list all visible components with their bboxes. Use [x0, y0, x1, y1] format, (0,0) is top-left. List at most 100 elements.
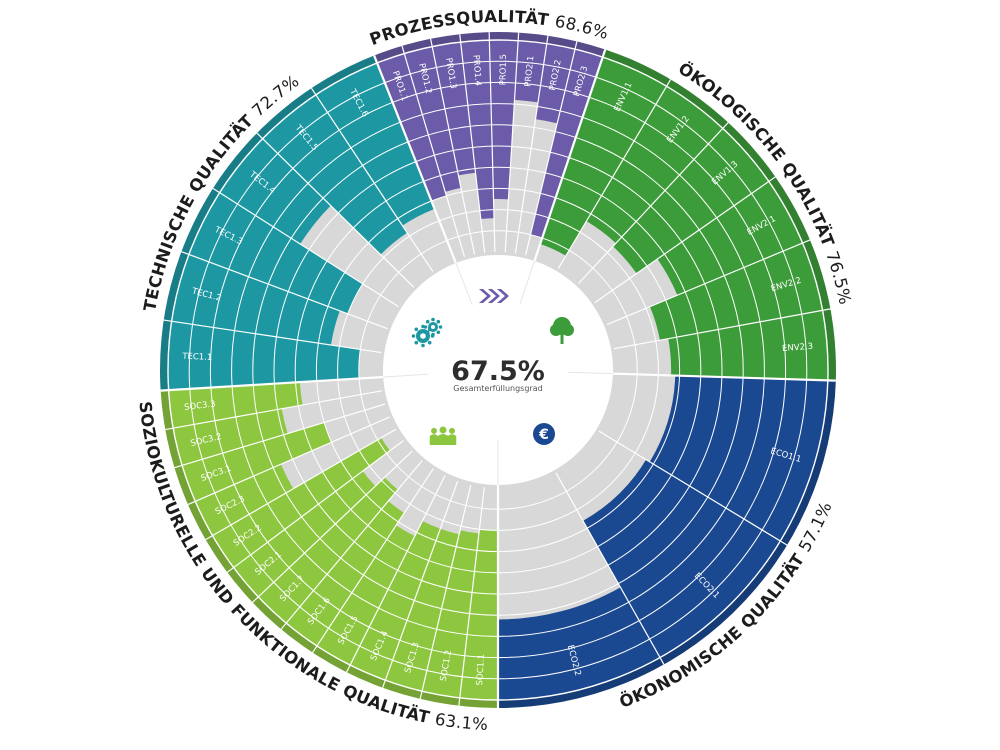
bar-pro1-1	[377, 53, 447, 202]
sector-boundary	[612, 372, 836, 382]
bar-eco1-1	[649, 375, 828, 541]
level-ring	[188, 60, 808, 680]
criterion-divider	[613, 308, 831, 350]
criterion-label: PRO2.1	[523, 55, 536, 87]
sector-boundary	[373, 55, 457, 264]
bar-soc1-3	[385, 528, 460, 692]
criterion-divider	[555, 472, 665, 665]
total-label: Gesamterfüllungsgrad	[453, 384, 542, 393]
bar-soc3-1	[182, 422, 332, 502]
level-ring	[209, 81, 787, 659]
gears-icon	[411, 317, 443, 348]
criterion-divider	[524, 41, 578, 256]
bar-pro2-1	[514, 40, 547, 103]
grid-lines	[160, 32, 836, 708]
outer-band-env	[602, 49, 836, 381]
outer-band-tec	[159, 55, 378, 391]
svg-text:€: €	[538, 427, 549, 443]
criterion-divider	[187, 416, 390, 506]
bar-tec1-5	[262, 94, 408, 255]
bar-tec1-6	[315, 62, 435, 226]
bar-pro1-3	[432, 42, 476, 176]
criterion-divider	[577, 122, 729, 285]
criterion-divider	[504, 32, 520, 253]
criterion-divider	[594, 176, 776, 304]
criterion-divider	[226, 440, 404, 573]
center-disc	[383, 255, 613, 485]
criterion-divider	[256, 132, 415, 288]
criterion-divider	[205, 428, 397, 541]
level-ring	[315, 187, 681, 553]
criterion-label: PRO1.3	[443, 57, 458, 89]
criterion-divider	[430, 38, 476, 255]
bar-env1-1	[540, 57, 667, 256]
criterion-divider	[181, 251, 388, 330]
criterion-divider	[382, 480, 459, 688]
criterion-divider	[606, 239, 811, 326]
bar-soc1-2	[422, 530, 479, 698]
criterion-divider	[459, 34, 486, 253]
bar-pro1-4	[460, 40, 495, 220]
bar-soc2-1	[233, 471, 376, 597]
criterion-divider	[165, 390, 382, 431]
bar-tec1-4	[219, 138, 331, 244]
tree-icon	[550, 317, 574, 344]
level-ring	[252, 124, 744, 616]
criterion-label: SOC1.1	[475, 654, 487, 686]
hub-divider	[455, 262, 473, 306]
level-ring	[231, 103, 765, 637]
criterion-divider	[401, 45, 466, 258]
criterion-divider	[280, 460, 423, 630]
criterion-divider	[598, 430, 788, 546]
bar-env2-3	[668, 310, 828, 381]
criterion-label: SOC3.3	[184, 399, 217, 413]
bar-soc1-5	[316, 525, 415, 666]
criterion-divider	[346, 475, 446, 673]
category-icons: €	[411, 289, 574, 445]
criterion-divider	[252, 450, 413, 603]
level-ring	[273, 145, 723, 595]
sector-boundary	[160, 375, 384, 392]
bar-tec1-3	[188, 192, 363, 314]
hub-divider	[383, 373, 429, 378]
outer-rim-ring	[167, 39, 829, 701]
hub-divider	[567, 371, 613, 375]
bar-tec1-2	[171, 254, 340, 346]
criterion-divider	[163, 319, 382, 354]
criterion-divider	[458, 487, 485, 706]
criterion-label: PRO1.5	[498, 54, 509, 85]
people-icon	[429, 426, 457, 445]
bar-soc2-3	[195, 464, 294, 536]
hub-divider	[519, 260, 535, 304]
bar-eco2-2	[498, 587, 660, 700]
criterion-divider	[419, 484, 472, 700]
criterion-label: PRO1.4	[470, 54, 482, 86]
criterion-divider	[212, 187, 399, 308]
criterion-divider	[310, 87, 434, 272]
bar-pro1-2	[404, 46, 461, 192]
level-ring	[358, 230, 638, 510]
bar-soc1-7	[258, 477, 398, 624]
criterion-divider	[312, 468, 434, 653]
bar-env1-2	[586, 86, 723, 244]
euro-icon: €	[533, 423, 555, 445]
total-percent: 67.5%	[451, 356, 545, 387]
bar-pro1-5	[489, 39, 519, 200]
criterion-label: TEC1.1	[181, 352, 212, 363]
criterion-divider	[557, 79, 672, 269]
criterion-label: ENV2.3	[782, 342, 814, 354]
bar-soc2-2	[212, 437, 390, 568]
arrows-icon	[479, 289, 509, 303]
bar-soc1-6	[286, 501, 405, 646]
criterion-divider	[488, 32, 496, 253]
bar-soc3-3	[168, 382, 303, 429]
center-hub: 67.5% Gesamterfüllungsgrad	[383, 255, 613, 485]
level-ring	[294, 166, 702, 574]
bar-pro2-2	[535, 43, 576, 124]
bar-soc1-4	[350, 520, 441, 681]
category-percent: 63.1%	[434, 710, 489, 734]
level-ring	[337, 209, 659, 531]
criterion-divider	[174, 403, 386, 469]
sector-boundary	[533, 49, 607, 262]
